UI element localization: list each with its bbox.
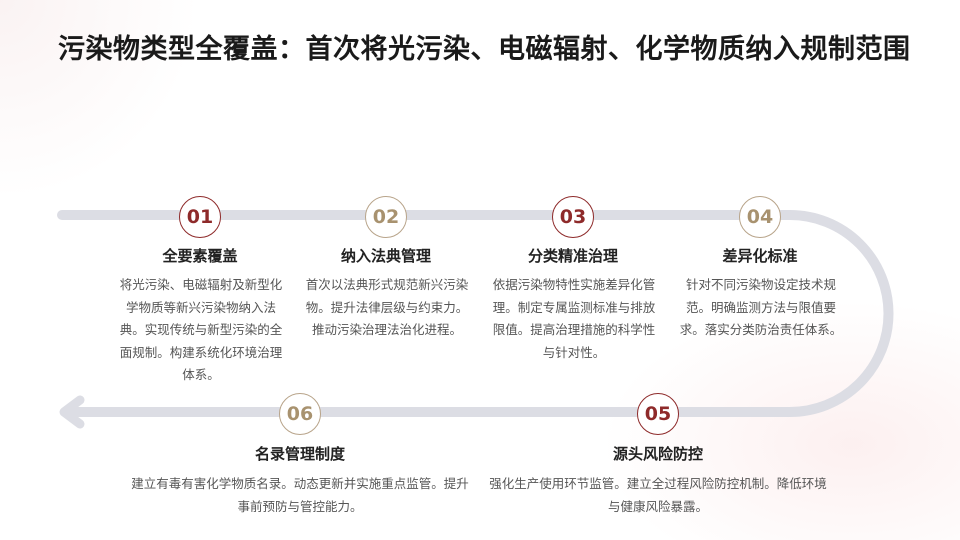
step-number-badge: 05 (637, 393, 679, 435)
step-number-badge: 01 (179, 196, 221, 238)
step-title: 源头风险防控 (612, 445, 703, 463)
step-description: 首次以法典形式规范新兴污染物。提升法律层级与约束力。推动污染治理法治化进程。 (305, 277, 469, 337)
step-description: 强化生产使用环节监管。建立全过程风险防控机制。降低环境与健康风险暴露。 (489, 476, 827, 514)
step-description: 针对不同污染物设定技术规范。明确监测方法与限值要求。落实分类防治责任体系。 (679, 277, 843, 337)
step-number-badge: 02 (365, 196, 407, 238)
step-description: 建立有毒有害化学物质名录。动态更新并实施重点监管。提升事前预防与管控能力。 (131, 476, 469, 514)
step-title: 分类精准治理 (527, 247, 618, 265)
arrow-left-icon (59, 395, 85, 429)
page-title: 污染物类型全覆盖：首次将光污染、电磁辐射、化学物质纳入规制范围 (58, 34, 911, 65)
step-title: 纳入法典管理 (340, 247, 431, 265)
step-title: 全要素覆盖 (162, 247, 238, 265)
step-number-badge: 06 (279, 393, 321, 435)
track-path (57, 210, 894, 417)
step-number-badge: 04 (739, 196, 781, 238)
step-description: 将光污染、电磁辐射及新型化学物质等新兴污染物纳入法典。实现传统与新型污染的全面规… (119, 277, 283, 382)
step-description: 依据污染物特性实施差异化管理。制定专属监测标准与排放限值。提高治理措施的科学性与… (492, 277, 656, 360)
step-title: 名录管理制度 (254, 445, 345, 463)
background-glow (0, 0, 200, 200)
step-title: 差异化标准 (722, 247, 798, 265)
step-number-badge: 03 (552, 196, 594, 238)
